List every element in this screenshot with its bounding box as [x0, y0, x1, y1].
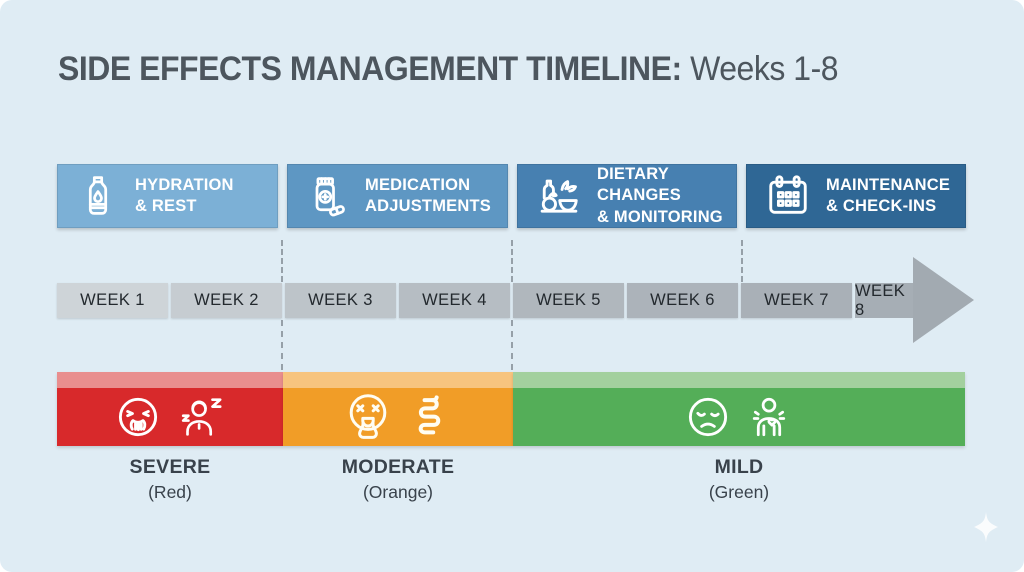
phase-box-hydration-rest: HYDRATION & REST [57, 164, 278, 228]
water-bottle-icon [76, 174, 120, 218]
severe-name: SEVERE [129, 456, 211, 478]
phase-label: MAINTENANCE & CHECK-INS [826, 175, 951, 215]
week-label: WEEK 3 [308, 291, 373, 309]
phase-divider-dashed-line [511, 240, 513, 282]
sneezing-face-icon [115, 394, 161, 440]
mild-bar [513, 388, 965, 446]
intestines-icon [406, 394, 452, 440]
severity-zone-mild [513, 372, 965, 446]
phase-divider-dashed-line [281, 240, 283, 282]
mild-qualifier: (Green) [708, 482, 770, 502]
recovering-person-icon [745, 394, 793, 440]
calendar-icon [765, 173, 811, 219]
pill-bottle-icon [306, 174, 350, 218]
phase-label: HYDRATION & REST [135, 175, 234, 215]
week-label: WEEK 4 [422, 291, 487, 309]
week-label: WEEK 6 [650, 291, 715, 309]
severe-bar [57, 388, 283, 446]
moderate-tint-strip [283, 372, 513, 388]
moderate-qualifier: (Orange) [362, 482, 434, 502]
week-label: WEEK 2 [194, 291, 259, 309]
severity-zone-severe [57, 372, 283, 446]
week-segment-2: WEEK 2 [171, 283, 282, 318]
fatigued-person-icon [175, 394, 225, 440]
page-title-caps: SIDE EFFECTS MANAGEMENT TIMELINE: [58, 50, 682, 88]
moderate-bar [283, 388, 513, 446]
week-segment-7: WEEK 7 [741, 283, 852, 318]
phase-label: MEDICATION ADJUSTMENTS [365, 175, 491, 215]
severity-zone-moderate [283, 372, 513, 446]
tired-face-icon [685, 394, 731, 440]
sparkle-icon [967, 508, 1005, 546]
week-segment-5: WEEK 5 [513, 283, 624, 318]
mild-label: MILD (Green) [629, 456, 849, 503]
mild-tint-strip [513, 372, 965, 388]
week-segment-1: WEEK 1 [57, 283, 168, 318]
week-label: WEEK 1 [80, 291, 145, 309]
severity-divider-dashed-line [511, 320, 513, 370]
phase-box-maintenance-checkins: MAINTENANCE & CHECK-INS [746, 164, 966, 228]
healthy-food-icon [536, 173, 582, 219]
week-segment-8: WEEK 8 [855, 281, 913, 319]
vomiting-face-icon [344, 392, 392, 442]
moderate-name: MODERATE [341, 456, 455, 478]
mild-name: MILD [714, 456, 764, 478]
phase-label: DIETARY CHANGES & MONITORING [597, 165, 723, 226]
severe-tint-strip [57, 372, 283, 388]
phase-box-medication-adjustments: MEDICATION ADJUSTMENTS [287, 164, 508, 228]
severe-qualifier: (Red) [148, 482, 192, 502]
week-segment-6: WEEK 6 [627, 283, 738, 318]
phase-box-dietary-changes: DIETARY CHANGES & MONITORING [517, 164, 737, 228]
severity-divider-dashed-line [281, 320, 283, 370]
week-segment-4: WEEK 4 [399, 283, 510, 318]
phase-divider-dashed-line [741, 240, 743, 282]
week-label: WEEK 5 [536, 291, 601, 309]
page-title-weeks: Weeks 1-8 [690, 50, 839, 88]
timeline-arrowhead-icon [913, 257, 974, 343]
week-segment-3: WEEK 3 [285, 283, 396, 318]
week-label: WEEK 8 [855, 281, 906, 319]
moderate-label: MODERATE (Orange) [288, 456, 508, 503]
severe-label: SEVERE (Red) [60, 456, 280, 503]
week-label: WEEK 7 [764, 291, 829, 309]
page-title: SIDE EFFECTS MANAGEMENT TIMELINE: Weeks … [58, 50, 839, 89]
